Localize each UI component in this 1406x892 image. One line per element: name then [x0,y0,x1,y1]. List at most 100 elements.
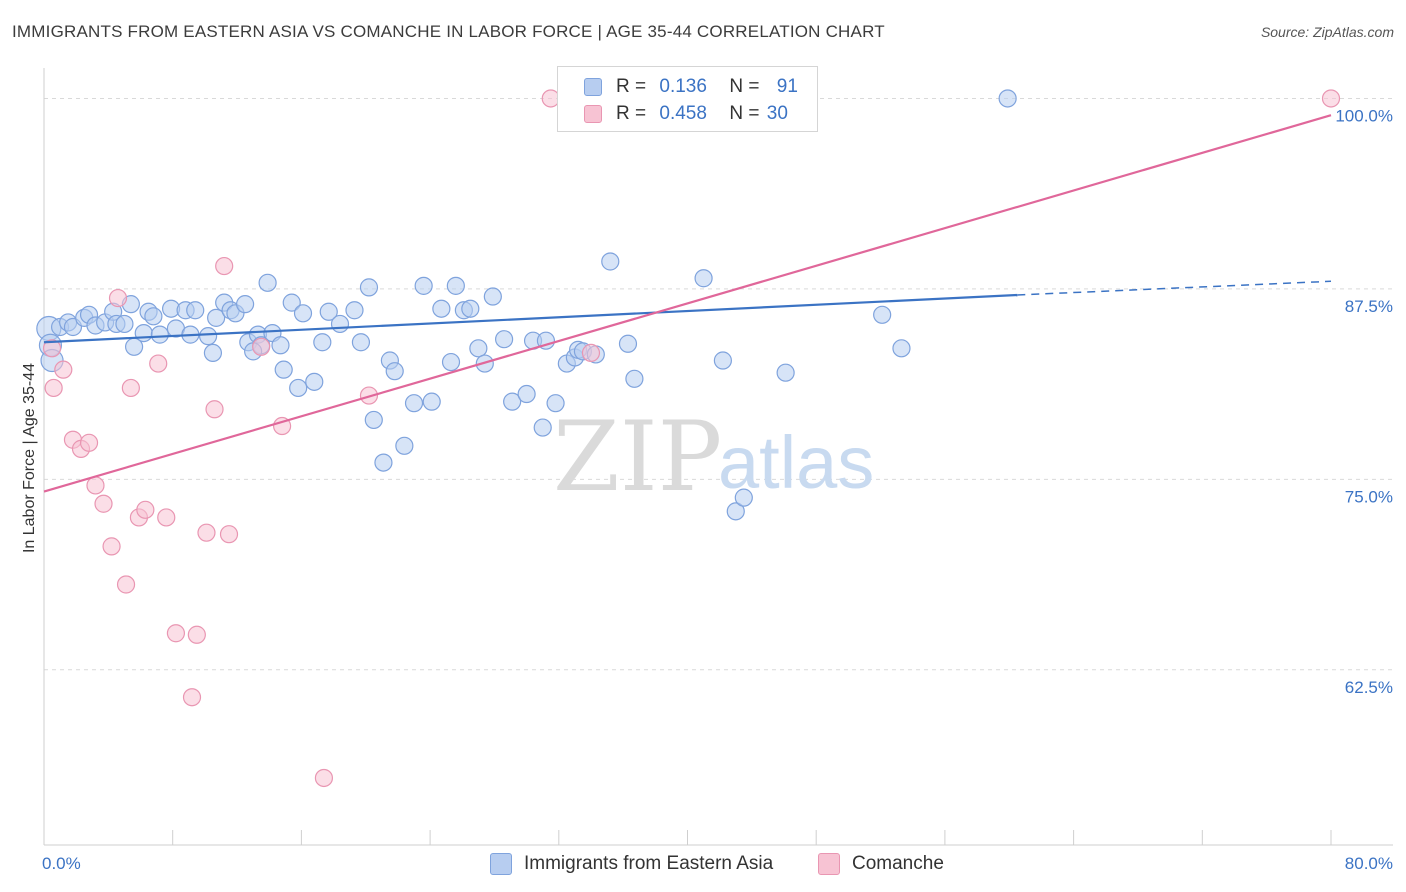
legend-swatch-blue [490,853,512,875]
eastern-asia-point [319,302,338,321]
source-label: Source: ZipAtlas.com [1260,24,1394,40]
y-tick-labels: 62.5% 75.0% 87.5% 100.0% [1335,106,1393,696]
comanche-point [102,537,121,556]
trend-lines [43,114,1332,493]
eastern-asia-point [404,394,424,413]
legend-n-value: 30 [766,103,788,124]
y-tick-label-1: 75.0% [1345,487,1393,506]
legend-item-comanche[interactable]: Comanche [818,850,944,878]
eastern-asia-point [483,287,502,306]
eastern-asia-point [461,299,480,318]
series-eastern-asia-points [36,89,1017,521]
comanche-point [44,378,63,398]
comanche-point [149,354,168,373]
comanche-point [314,768,334,788]
eastern-asia-point [601,252,620,271]
gridlines [44,97,1393,671]
axes [43,68,1393,846]
comanche-point [205,400,224,419]
eastern-asia-point [115,314,134,334]
trend-line-eastern-asia [43,293,1018,344]
x-axis-max-label: 80.0% [1345,854,1393,873]
eastern-asia-point [395,436,414,455]
stats-legend: R = 0.136 N = 91 R = 0.458 N = 30 [557,66,818,132]
comanche-point [94,494,113,513]
eastern-asia-point [546,394,565,413]
legend-n-label: N = [729,103,760,124]
eastern-asia-point [713,351,732,370]
eastern-asia-point [330,314,350,334]
comanche-point [79,433,99,452]
eastern-asia-point [186,301,205,320]
eastern-asia-point [374,453,393,472]
eastern-asia-point [414,276,433,295]
eastern-asia-point [351,333,371,352]
comanche-point [42,339,62,358]
comanche-point [252,337,271,356]
legend-swatch-pink [818,853,840,875]
eastern-asia-point [385,362,404,381]
legend-r-label: R = [616,76,647,97]
comanche-point [187,625,206,644]
eastern-asia-point [364,410,383,430]
eastern-asia-point [873,305,892,324]
comanche-point [108,288,128,308]
legend-label-comanche: Comanche [852,853,944,874]
trend-line-comanche [43,114,1332,493]
legend-label-eastern-asia: Immigrants from Eastern Asia [524,853,774,874]
eastern-asia-point [274,360,293,379]
eastern-asia-point [432,299,451,318]
y-axis-label: In Labor Force | Age 35-44 [21,363,38,553]
eastern-asia-point [134,323,153,343]
legend-item-eastern-asia[interactable]: Immigrants from Eastern Asia [490,850,773,878]
legend-r-value: 0.458 [659,103,707,124]
comanche-point [121,378,140,398]
comanche-point [54,360,73,379]
comanche-point [116,575,136,594]
legend-n-value: 91 [776,76,798,97]
eastern-asia-point [726,502,745,521]
eastern-asia-point [892,339,911,358]
eastern-asia-point [203,343,223,362]
eastern-asia-point [618,334,638,353]
legend-r-value: 0.136 [659,76,707,97]
comanche-point [215,256,234,276]
eastern-asia-point [207,308,226,327]
eastern-asia-point [469,339,488,358]
eastern-asia-point [282,293,301,312]
eastern-asia-point [446,276,465,295]
chart-title: IMMIGRANTS FROM EASTERN ASIA VS COMANCHE… [12,22,885,41]
comanche-point [219,525,239,544]
eastern-asia-point [625,369,644,388]
y-tick-label-0: 62.5% [1345,678,1393,697]
eastern-asia-point [235,295,255,314]
eastern-asia-point [289,378,308,398]
legend-swatch-blue [584,78,602,96]
eastern-asia-point [533,418,552,437]
legend-row-comanche: R = 0.458 N = 30 [558,100,788,128]
y-tick-label-2: 87.5% [1345,297,1393,316]
comanche-point [166,624,186,643]
comanche-point [1321,89,1341,108]
comanche-point [86,476,105,495]
comanche-point [197,523,216,542]
eastern-asia-point [776,363,795,382]
comanche-point [581,343,601,362]
legend-n-label: N = [729,76,760,97]
comanche-point [157,508,176,527]
eastern-asia-point [144,307,163,326]
series-comanche-points [42,89,1341,788]
watermark-zip: ZIP [553,401,722,513]
eastern-asia-point [293,304,313,323]
eastern-asia-point [258,273,277,292]
eastern-asia-point [150,325,169,344]
trend-line-eastern-asia-extension [1017,280,1332,296]
comanche-point [182,688,202,707]
eastern-asia-point [198,327,218,346]
x-axis-min-label: 0.0% [42,854,81,873]
eastern-asia-point [422,392,441,411]
comanche-point [136,500,155,519]
eastern-asia-point [359,278,379,297]
eastern-asia-point [517,384,536,404]
